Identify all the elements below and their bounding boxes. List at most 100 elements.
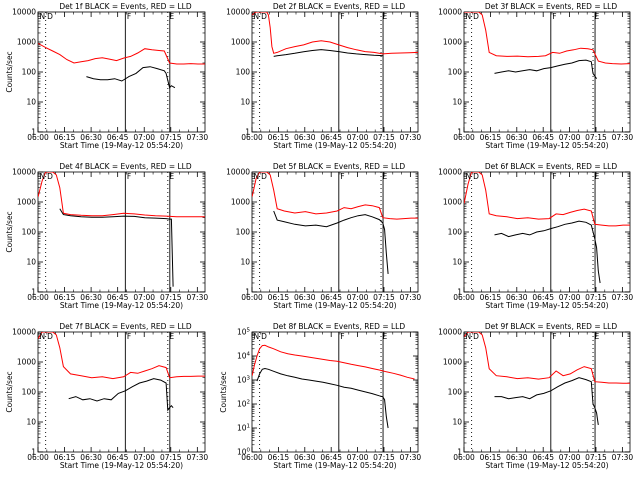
y-tick-label: 10000: [226, 168, 250, 177]
x-tick-label: 06:00: [453, 453, 475, 462]
marker-label-d: D: [47, 172, 53, 181]
x-axis-title: Start Time (19-May-12 05:54:20): [273, 301, 396, 310]
marker-label-f: F: [552, 172, 556, 181]
y-tick-label: 1000: [17, 358, 36, 367]
marker-label-f: F: [552, 332, 556, 341]
x-tick-label: 06:45: [107, 293, 129, 302]
lld-series-line: [464, 12, 630, 65]
x-tick-label: 07:00: [133, 453, 155, 462]
y-tick-label: 100: [448, 228, 463, 237]
chart-panel: Det 9f BLACK = Events, RED = LLD 1 10 100 10…: [438, 322, 633, 470]
x-tick-label: 06:30: [294, 453, 316, 462]
x-tick-label: 06:15: [268, 133, 290, 142]
y-tick-label: 10: [452, 418, 462, 427]
y-tick-label: 1000: [17, 198, 36, 207]
y-tick-label: 10: [240, 98, 250, 107]
x-tick-label: 06:45: [107, 453, 129, 462]
marker-label-f: F: [340, 332, 344, 341]
y-tick-label: 100: [22, 68, 37, 77]
x-axis-title: Start Time (19-May-12 05:54:20): [60, 461, 183, 470]
x-tick-label: 07:30: [187, 453, 209, 462]
y-tick-label: 100: [236, 228, 251, 237]
x-tick-label: 06:15: [54, 293, 76, 302]
lld-series-line: [38, 172, 205, 218]
y-tick-label: 10000: [12, 8, 36, 17]
x-tick-label: 06:15: [480, 133, 502, 142]
x-axis-title: Start Time (19-May-12 05:54:20): [485, 461, 608, 470]
x-tick-label: 06:45: [532, 133, 554, 142]
y-tick-label: 104: [237, 352, 251, 361]
plot-frame: [463, 171, 631, 293]
chart-title: Det 8f BLACK = Events, RED = LLD: [273, 322, 406, 331]
marker-label-d: D: [47, 332, 53, 341]
chart-title: Det 7f BLACK = Events, RED = LLD: [59, 322, 192, 331]
marker-label-f: F: [340, 172, 344, 181]
y-tick-label: 10000: [12, 168, 36, 177]
x-tick-label: 06:45: [107, 133, 129, 142]
y-tick-label: 1000: [443, 198, 462, 207]
y-axis-title: Counts/sec: [5, 211, 14, 252]
chart-title: Det 1f BLACK = Events, RED = LLD: [59, 2, 192, 11]
x-tick-label: 06:45: [320, 293, 342, 302]
plot-frame: [251, 331, 419, 453]
x-tick-label: 07:15: [373, 453, 395, 462]
marker-label-n: N: [40, 12, 46, 21]
plot-frame: [463, 11, 631, 133]
lld-series-line: [464, 332, 630, 384]
chart-panel: Det 2f BLACK = Events, RED = LLD 1 10 100 10…: [226, 2, 421, 150]
marker-label-d: D: [261, 172, 267, 181]
marker-label-n: N: [466, 332, 472, 341]
chart-title: Det 3f BLACK = Events, RED = LLD: [485, 2, 618, 11]
plot-frame: [37, 171, 206, 293]
marker-label-e: E: [169, 172, 174, 181]
y-tick-label: 1: [457, 287, 462, 296]
x-tick-label: 06:30: [506, 453, 528, 462]
x-tick-label: 07:30: [400, 453, 422, 462]
x-axis-title: Start Time (19-May-12 05:54:20): [485, 141, 608, 150]
x-tick-label: 06:15: [268, 293, 290, 302]
y-tick-label: 1000: [17, 38, 36, 47]
y-tick-label: 1: [31, 287, 36, 296]
y-tick-label: 1: [245, 127, 250, 136]
x-axis-title: Start Time (19-May-12 05:54:20): [485, 301, 608, 310]
x-tick-label: 07:15: [373, 133, 395, 142]
y-tick-label: 1: [457, 127, 462, 136]
x-tick-label: 06:00: [27, 293, 49, 302]
marker-label-d: D: [473, 172, 479, 181]
y-tick-label: 10000: [226, 8, 250, 17]
marker-label-f: F: [552, 12, 556, 21]
marker-label-f: F: [127, 12, 131, 21]
events-series-line: [256, 367, 389, 429]
x-tick-label: 07:00: [559, 293, 581, 302]
y-tick-label: 102: [237, 400, 250, 409]
y-tick-label: 100: [448, 68, 463, 77]
x-tick-label: 07:00: [133, 133, 155, 142]
chart-panel: Det 1f BLACK = Events, RED = LLD 1 10 100 10…: [5, 2, 208, 150]
marker-label-n: N: [466, 172, 472, 181]
x-tick-label: 07:00: [559, 453, 581, 462]
marker-label-e: E: [383, 12, 388, 21]
x-tick-label: 07:30: [612, 293, 634, 302]
marker-label-n: N: [40, 172, 46, 181]
chart-panel: Det 7f BLACK = Events, RED = LLD 1 10 100 10…: [5, 322, 208, 470]
x-tick-label: 06:45: [320, 133, 342, 142]
x-tick-label: 06:30: [80, 453, 102, 462]
x-tick-label: 06:15: [268, 453, 290, 462]
y-tick-label: 10: [240, 258, 250, 267]
events-series-line: [59, 208, 174, 287]
x-tick-label: 06:45: [532, 293, 554, 302]
lld-series-line: [252, 12, 418, 55]
marker-label-d: D: [47, 12, 53, 21]
lld-series-line: [252, 172, 418, 220]
marker-label-n: N: [254, 172, 260, 181]
x-tick-label: 07:30: [400, 293, 422, 302]
y-tick-label: 1: [245, 287, 250, 296]
x-tick-label: 07:30: [187, 293, 209, 302]
y-tick-label: 10: [452, 258, 462, 267]
x-tick-label: 07:15: [160, 453, 182, 462]
